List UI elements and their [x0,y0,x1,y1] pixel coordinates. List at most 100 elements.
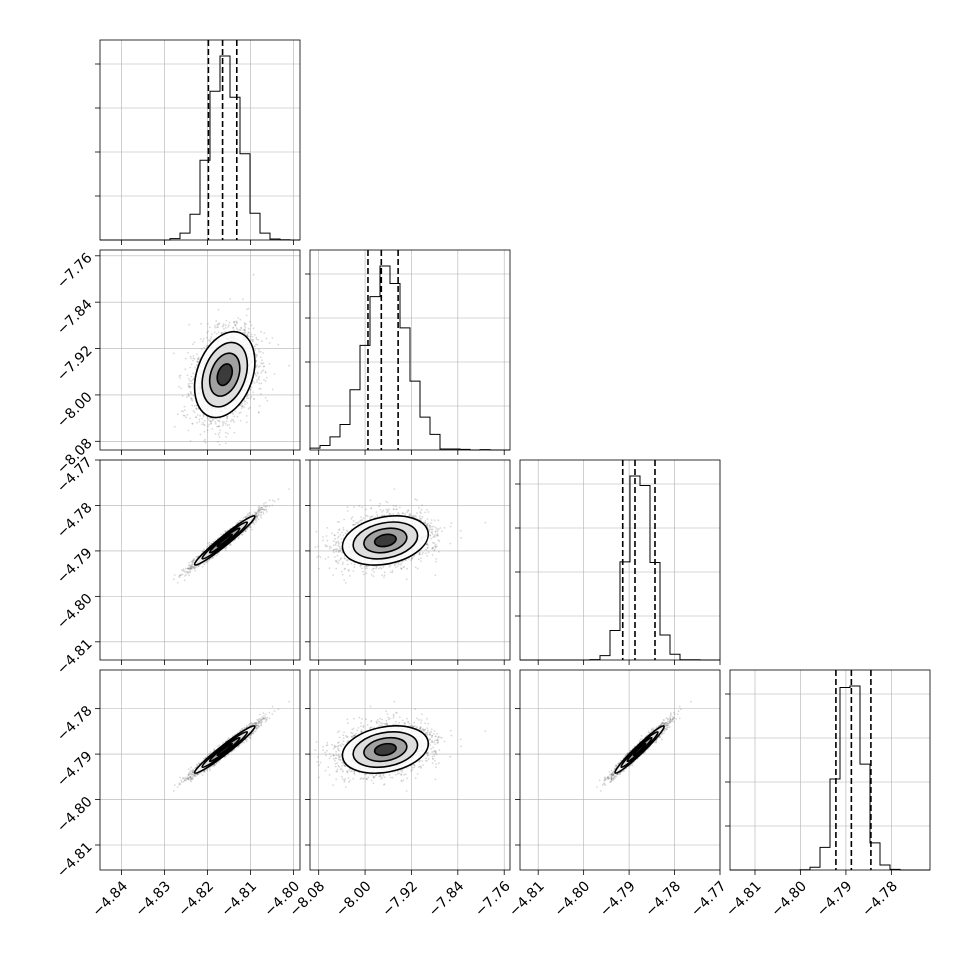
scatter-point [192,559,195,562]
scatter-point [195,404,198,407]
scatter-point [209,341,212,343]
scatter-point [259,508,261,510]
scatter-point [201,340,204,343]
scatter-point [187,383,190,385]
scatter-point [253,334,256,336]
scatter-point [251,335,254,338]
scatter-point [201,550,204,553]
scatter-point [178,385,181,388]
scatter-point [262,512,265,515]
scatter-point [190,397,192,400]
scatter-point [187,392,190,395]
scatter-point [212,419,215,421]
scatter-point [183,579,186,582]
scatter-point [192,359,194,362]
scatter-point [219,429,222,432]
scatter-point [246,308,248,311]
scatter-point [235,320,238,323]
scatter-point [195,416,198,419]
scatter-point [250,324,253,327]
scatter-point [216,419,219,422]
scatter-point [252,380,255,383]
scatter-point [243,322,246,324]
scatter-point [234,323,237,326]
scatter-point [233,321,236,324]
scatter-point [277,343,280,346]
scatter-point [237,536,240,539]
scatter-point [256,371,259,374]
scatter-point [236,321,238,324]
scatter-point [209,420,212,422]
scatter-point [244,400,247,403]
scatter-point [187,567,190,570]
scatter-point [246,421,248,424]
scatter-point [258,351,260,353]
scatter-point [186,396,188,398]
scatter-point [245,397,248,400]
scatter-point [248,406,251,409]
scatter-point [192,357,195,359]
scatter-point [193,341,196,344]
scatter-point [209,420,212,423]
scatter-point [232,419,235,422]
panel-frame [729,669,931,871]
contour-line [216,363,234,387]
scatter-point [180,573,183,576]
scatter-point [228,424,231,426]
scatter-point [180,569,183,571]
scatter-point [263,378,265,381]
scatter-point [188,379,191,382]
scatter-point [255,359,258,362]
scatter-point [264,501,267,504]
scatter-point [217,425,220,428]
scatter-point [262,508,265,511]
scatter-point [236,329,239,331]
scatter-point [224,549,227,552]
scatter-point [258,411,260,414]
scatter-point [199,414,201,417]
scatter-point [197,361,199,363]
scatter-point [210,422,213,425]
scatter-point [224,442,227,445]
scatter-point [190,567,192,570]
scatter-point [189,440,192,443]
scatter-point [234,324,237,327]
scatter-point [259,356,262,359]
scatter-point [187,562,190,564]
scatter-point [189,566,192,568]
scatter-point [189,385,192,388]
scatter-point [239,329,242,331]
scatter-point [242,298,244,301]
scatter-point [226,415,229,418]
scatter-point [247,331,250,334]
scatter-point [225,319,228,322]
scatter-point [260,513,262,516]
scatter-point [207,419,210,421]
scatter-point [263,365,266,368]
scatter-point [192,343,194,346]
scatter-point [176,413,179,416]
scatter-point [262,505,265,507]
scatter-point [197,357,199,360]
density-fill [217,363,233,386]
scatter-point [181,573,184,576]
scatter-point [184,357,187,360]
scatter-point [236,521,239,524]
scatter-point [244,529,247,532]
scatter-point [187,567,190,570]
scatter-point [196,421,198,424]
scatter-point [226,415,229,418]
scatter-point [203,419,206,422]
scatter-point [256,517,258,520]
scatter-point [257,511,260,513]
scatter-point [254,345,257,348]
scatter-point [255,512,258,515]
scatter-point [256,364,258,367]
scatter-point [207,425,209,428]
scatter-point [190,357,192,360]
scatter-point [195,416,197,418]
scatter-point [209,339,211,342]
scatter-point [179,574,182,577]
scatter-point [271,504,274,507]
scatter-point [193,558,196,560]
